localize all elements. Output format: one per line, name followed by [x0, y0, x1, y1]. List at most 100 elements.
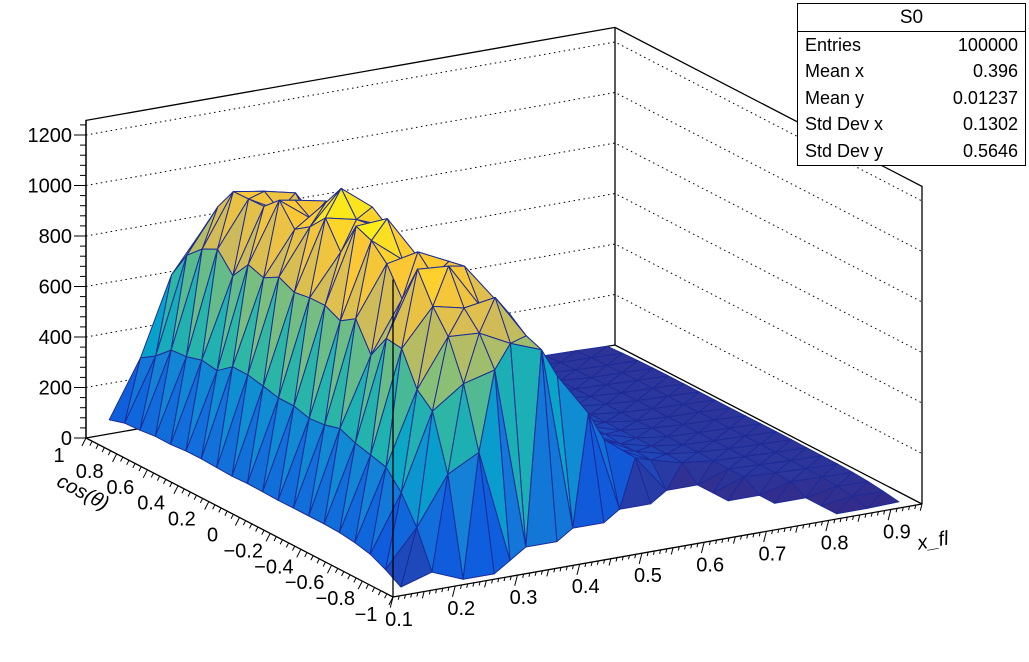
x-tick-label: 0.3	[510, 587, 538, 609]
stats-row-std-dev-y: Std Dev y 0.5646	[798, 138, 1025, 165]
x-minor-tick	[665, 548, 668, 553]
y-minor-tick	[273, 536, 277, 542]
x-minor-tick	[820, 521, 823, 526]
x-major-tick	[389, 596, 394, 608]
x-minor-tick	[777, 529, 780, 534]
x-minor-tick	[472, 582, 475, 587]
y-minor-tick	[384, 593, 388, 599]
z-tick-label: 600	[39, 277, 72, 299]
stats-title: S0	[798, 4, 1025, 32]
y-tick-label: 0	[207, 525, 218, 547]
surface-cell	[774, 481, 807, 504]
x-minor-tick	[540, 570, 543, 575]
x-minor-tick	[908, 506, 911, 511]
y-minor-tick	[126, 460, 130, 465]
y-tick-label: 0.6	[106, 477, 134, 499]
y-tick-label: 0.2	[168, 509, 196, 531]
x-minor-tick	[690, 544, 693, 549]
x-minor-tick	[553, 568, 556, 573]
surface-mesh	[108, 187, 900, 588]
surface-cell	[462, 451, 495, 580]
x-minor-tick	[403, 594, 406, 599]
y-tick-label: 0.4	[137, 493, 165, 515]
x-minor-tick	[919, 503, 923, 511]
x-minor-tick	[752, 533, 755, 538]
y-minor-tick	[95, 444, 99, 450]
x-tick-label: 0.7	[759, 543, 787, 565]
x-minor-tick	[901, 507, 904, 512]
x-minor-tick	[459, 584, 462, 589]
x-minor-tick	[634, 554, 637, 559]
x-minor-tick	[509, 576, 512, 581]
x-minor-tick	[758, 532, 761, 537]
x-minor-tick	[746, 534, 749, 539]
x-minor-tick	[659, 549, 662, 554]
x-major-tick	[825, 520, 830, 532]
y-minor-tick	[89, 440, 93, 446]
stat-label: Mean x	[805, 61, 865, 82]
y-minor-tick	[218, 507, 222, 513]
z-tick-label: 1200	[28, 125, 73, 147]
stat-label: Std Dev x	[805, 114, 884, 135]
y-minor-tick	[304, 552, 308, 558]
y-minor-tick	[377, 590, 382, 596]
y-tick-label: −0.4	[254, 556, 293, 578]
stats-row-std-dev-x: Std Dev x 0.1302	[798, 112, 1025, 139]
x-minor-tick	[876, 511, 879, 516]
x-tick-label: 0.5	[634, 565, 662, 587]
stat-label: Entries	[805, 34, 862, 55]
x-minor-tick	[864, 513, 867, 518]
y-tick-label: −0.2	[223, 540, 262, 562]
x-minor-tick	[914, 504, 917, 510]
x-minor-tick	[565, 566, 568, 571]
x-minor-tick	[491, 579, 494, 584]
y-major-tick	[357, 580, 363, 590]
stat-value: 0.01237	[952, 87, 1018, 108]
x-minor-tick	[852, 515, 855, 521]
y-tick-label: 1	[53, 445, 64, 467]
x-minor-tick	[416, 592, 419, 597]
y-major-tick	[234, 517, 240, 526]
stats-row-mean-y: Mean y 0.01237	[798, 85, 1025, 112]
x-minor-tick	[447, 587, 450, 592]
x-minor-tick	[883, 510, 886, 515]
y-minor-tick	[156, 475, 161, 481]
x-minor-tick	[397, 595, 400, 600]
x-minor-tick	[795, 525, 799, 533]
y-minor-tick	[292, 545, 296, 551]
x-minor-tick	[546, 569, 550, 577]
y-major-tick	[204, 501, 210, 510]
y-minor-tick	[279, 539, 283, 545]
surface-cell	[836, 496, 869, 515]
x-minor-tick	[708, 541, 711, 546]
x-tick-label: 0.4	[572, 576, 600, 598]
x-tick-label: 0.2	[447, 598, 475, 620]
stat-label: Mean y	[805, 87, 865, 108]
y-major-tick	[173, 485, 179, 494]
x-minor-tick	[596, 560, 599, 565]
x-major-tick	[514, 574, 518, 586]
x-minor-tick	[441, 588, 444, 593]
y-minor-tick	[255, 526, 259, 532]
x-major-tick	[700, 542, 705, 554]
y-minor-tick	[371, 587, 376, 593]
y-major-tick	[112, 453, 118, 463]
y-minor-tick	[285, 542, 290, 548]
surface-cell	[431, 473, 464, 580]
surface-cell	[727, 476, 760, 502]
y-minor-tick	[310, 555, 314, 561]
x-major-tick	[887, 509, 892, 521]
x-minor-tick	[608, 558, 612, 566]
x-minor-tick	[571, 565, 574, 570]
surface-cell	[619, 457, 652, 510]
x-minor-tick	[771, 530, 774, 535]
stat-label: Std Dev y	[805, 140, 884, 161]
x-tick-label: 0.9	[883, 521, 911, 543]
y-minor-tick	[187, 491, 191, 497]
y-minor-tick	[316, 558, 320, 564]
y-minor-tick	[212, 504, 216, 510]
y-minor-tick	[249, 523, 253, 529]
surface-cell	[572, 412, 605, 529]
stats-rows: Entries 100000 Mean x 0.396 Mean y 0.012…	[798, 32, 1025, 165]
